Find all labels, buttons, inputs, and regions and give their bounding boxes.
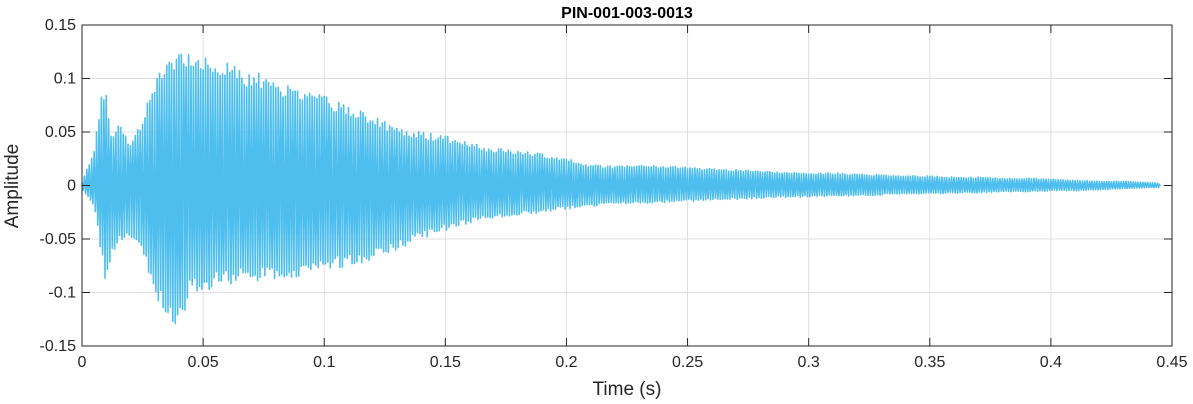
y-tick-label: 0.05 xyxy=(45,124,76,141)
waveform-line xyxy=(81,53,1161,325)
x-tick-label: 0.4 xyxy=(1040,354,1062,371)
x-tick-label: 0.15 xyxy=(430,354,461,371)
y-tick-label: -0.1 xyxy=(48,285,76,302)
x-tick-label: 0.1 xyxy=(313,354,335,371)
y-tick-label: 0.15 xyxy=(45,17,76,34)
x-tick-label: 0 xyxy=(78,354,87,371)
x-axis-label: Time (s) xyxy=(593,379,662,400)
y-tick-label: -0.05 xyxy=(40,231,77,248)
y-tick-label: 0 xyxy=(67,178,76,195)
plot-frame xyxy=(81,24,1173,347)
x-tick-label: 0.05 xyxy=(188,354,219,371)
y-axis-label: Amplitude xyxy=(2,144,23,229)
x-tick-label: 0.45 xyxy=(1156,354,1187,371)
x-tick-labels: 0 0.05 0.1 0.15 0.2 0.25 0.3 0.35 0.4 0.45 xyxy=(78,354,1188,371)
x-tick-label: 0.2 xyxy=(555,354,577,371)
y-tick-label: 0.1 xyxy=(54,71,76,88)
y-tick-labels: -0.15 -0.1 -0.05 0 0.05 0.1 0.15 xyxy=(40,17,77,355)
x-tick-label: 0.25 xyxy=(672,354,703,371)
y-tick-label: -0.15 xyxy=(40,338,77,355)
x-tick-label: 0.35 xyxy=(914,354,945,371)
x-tick-label: 0.3 xyxy=(798,354,820,371)
chart-title: PIN-001-003-0013 xyxy=(561,5,693,22)
